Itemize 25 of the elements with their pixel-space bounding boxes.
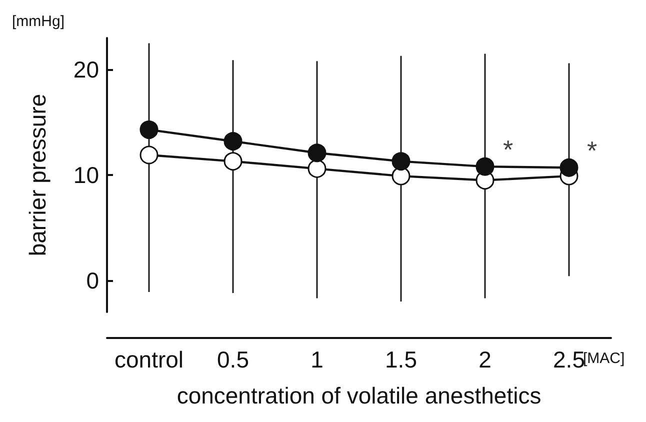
y-tick-label: 20: [73, 56, 99, 83]
y-tick-label: 10: [73, 162, 99, 188]
point: [140, 146, 158, 164]
point: [308, 159, 326, 178]
text: [mmHg]: [12, 13, 64, 30]
point: [392, 152, 410, 171]
point: [560, 158, 578, 177]
point: [140, 120, 158, 139]
x-tick-label: 1.5: [385, 346, 417, 372]
point: [476, 157, 494, 176]
point: [224, 152, 242, 171]
y-tick-label: 0: [86, 267, 99, 294]
x-tick-label: 1: [310, 346, 324, 372]
x-tick-label: control: [114, 346, 184, 372]
point: [224, 132, 242, 151]
x-axis-title: concentration of volatile anesthetics: [176, 382, 542, 408]
x-tick-label: 0.5: [217, 346, 249, 372]
annotation: *: [503, 134, 514, 165]
x-tick-label: 2.5: [553, 346, 585, 372]
text: [MAC]: [583, 350, 625, 367]
point: [308, 144, 326, 162]
x-tick-label: 2: [478, 346, 492, 372]
point: [392, 166, 410, 186]
y-axis-title: barrier pressure: [24, 94, 50, 256]
annotation: *: [587, 136, 598, 166]
